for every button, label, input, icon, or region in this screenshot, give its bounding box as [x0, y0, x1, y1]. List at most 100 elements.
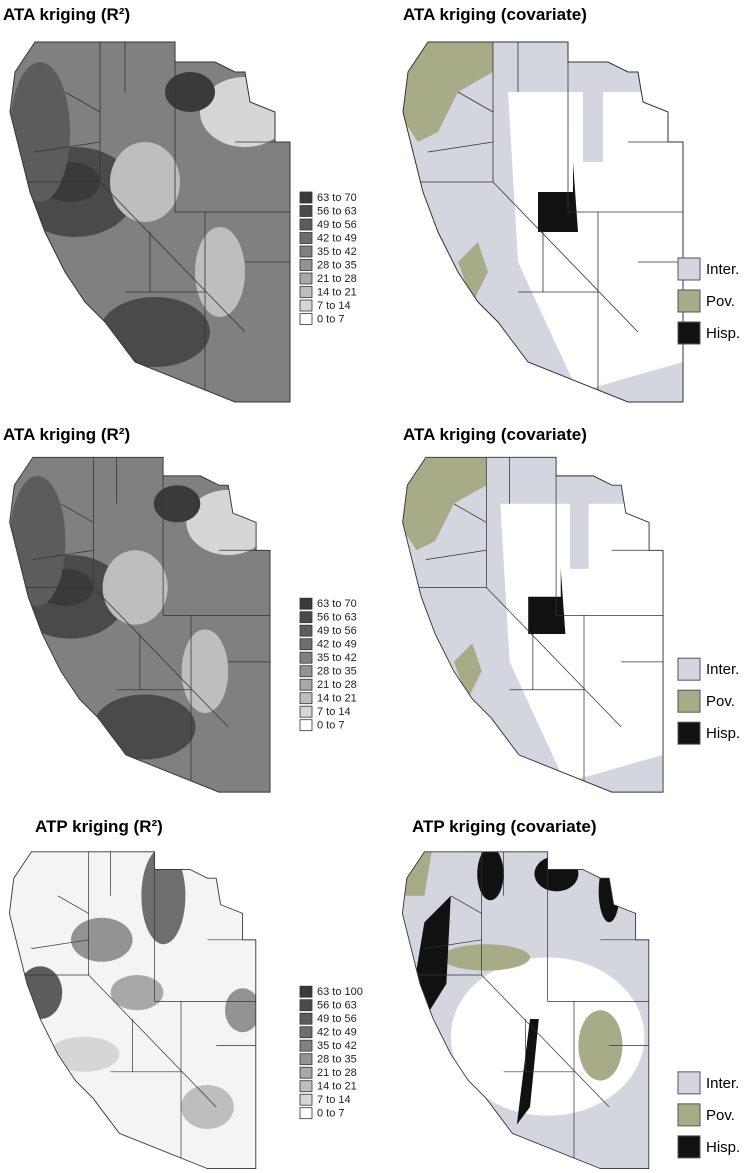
- legend-label: 21 to 28: [317, 1067, 357, 1079]
- legend-swatch: [300, 706, 312, 717]
- map: [398, 448, 677, 801]
- legend-label: 35 to 42: [317, 246, 357, 258]
- legend-label: Pov.: [706, 293, 735, 310]
- legend-swatch: [300, 192, 312, 203]
- legend-label: Pov.: [706, 1107, 735, 1124]
- legend-label: 49 to 56: [317, 1013, 357, 1025]
- region: [71, 918, 133, 962]
- legend: Inter. Pov. Hisp.: [678, 658, 740, 744]
- region: [225, 988, 260, 1032]
- region: [141, 847, 185, 944]
- region: [154, 485, 201, 522]
- legend-label: 42 to 49: [317, 232, 357, 244]
- legend-swatch: [300, 273, 312, 284]
- legend-swatch: [300, 625, 312, 636]
- panel-title: ATA kriging (covariate): [403, 5, 587, 24]
- region: [442, 944, 530, 970]
- legend-swatch: [678, 722, 700, 744]
- legend-swatch: [678, 1072, 700, 1094]
- legend-swatch: [300, 300, 312, 311]
- legend-label: 0 to 7: [317, 1108, 345, 1120]
- legend-label: 7 to 14: [317, 706, 351, 718]
- legend-swatch: [300, 1108, 312, 1119]
- legend-label: 28 to 35: [317, 259, 357, 271]
- legend: Inter. Pov. Hisp.: [678, 1072, 740, 1158]
- legend-swatch: [300, 219, 312, 230]
- region: [10, 476, 66, 606]
- legend-label: Pov.: [706, 693, 735, 710]
- panel-title: ATP kriging (R²): [35, 817, 163, 836]
- legend-label: 63 to 100: [317, 986, 363, 998]
- legend-swatch: [300, 693, 312, 704]
- map-fill: [398, 32, 698, 412]
- legend-label: 14 to 21: [317, 693, 357, 705]
- region: [100, 297, 210, 367]
- map: [5, 843, 269, 1173]
- legend-label: 0 to 7: [317, 720, 345, 732]
- legend-swatch: [300, 652, 312, 663]
- legend-label: Inter.: [706, 661, 739, 678]
- legend-label: 35 to 42: [317, 652, 357, 664]
- region: [195, 227, 245, 317]
- legend-label: 7 to 14: [317, 300, 351, 312]
- legend-swatch: [678, 690, 700, 712]
- map-fill: [398, 448, 677, 801]
- legend-swatch: [300, 1067, 312, 1078]
- legend-swatch: [300, 986, 312, 997]
- legend-swatch: [300, 666, 312, 677]
- legend-label: 0 to 7: [317, 313, 345, 325]
- map-fill: [398, 843, 662, 1173]
- legend-label: 42 to 49: [317, 639, 357, 651]
- legend-swatch: [300, 1054, 312, 1065]
- region: [181, 1085, 234, 1129]
- legend-swatch: [300, 314, 312, 325]
- region: [534, 856, 578, 891]
- legend-swatch: [678, 322, 700, 344]
- panel-title: ATA kriging (covariate): [403, 425, 587, 444]
- region: [10, 62, 70, 202]
- legend-label: 49 to 56: [317, 219, 357, 231]
- legend-label: Inter.: [706, 261, 739, 278]
- region: [111, 975, 164, 1010]
- region: [583, 72, 603, 162]
- legend-label: 7 to 14: [317, 1094, 351, 1106]
- legend-label: Hisp.: [706, 325, 740, 342]
- legend-swatch: [300, 612, 312, 623]
- legend-label: Inter.: [706, 1075, 739, 1092]
- region: [599, 861, 620, 923]
- legend-swatch: [678, 258, 700, 280]
- legend-swatch: [300, 233, 312, 244]
- legend-swatch: [300, 639, 312, 650]
- legend-label: Hisp.: [706, 725, 740, 742]
- map-fill: [5, 32, 305, 412]
- map-fill: [5, 843, 269, 1173]
- map: [398, 843, 662, 1173]
- legend-label: 56 to 63: [317, 205, 357, 217]
- legend-swatch: [300, 260, 312, 271]
- region: [103, 550, 168, 624]
- legend: 63 to 7056 to 6349 to 5642 to 4935 to 42…: [300, 598, 357, 732]
- legend: 63 to 7056 to 6349 to 5642 to 4935 to 42…: [300, 192, 357, 326]
- legend-swatch: [300, 1027, 312, 1038]
- legend-swatch: [678, 1104, 700, 1126]
- panel-title: ATP kriging (covariate): [412, 817, 597, 836]
- legend-label: Hisp.: [706, 1139, 740, 1156]
- legend-label: 14 to 21: [317, 1081, 357, 1093]
- legend-label: 21 to 28: [317, 679, 357, 691]
- legend-label: 14 to 21: [317, 286, 357, 298]
- region: [477, 847, 503, 900]
- legend-label: 21 to 28: [317, 273, 357, 285]
- legend-label: 49 to 56: [317, 625, 357, 637]
- map: [398, 32, 698, 412]
- map: [5, 32, 305, 412]
- figure: ATA kriging (R²)63 to 7056 to 6349 to 56…: [0, 0, 755, 1173]
- map-fill: [5, 448, 284, 801]
- legend: Inter. Pov. Hisp.: [678, 258, 740, 344]
- legend-swatch: [300, 1040, 312, 1051]
- legend-label: 56 to 63: [317, 612, 357, 624]
- panel-title: ATA kriging (R²): [3, 5, 130, 24]
- region: [182, 629, 229, 713]
- legend-swatch: [678, 658, 700, 680]
- legend-label: 42 to 49: [317, 1027, 357, 1039]
